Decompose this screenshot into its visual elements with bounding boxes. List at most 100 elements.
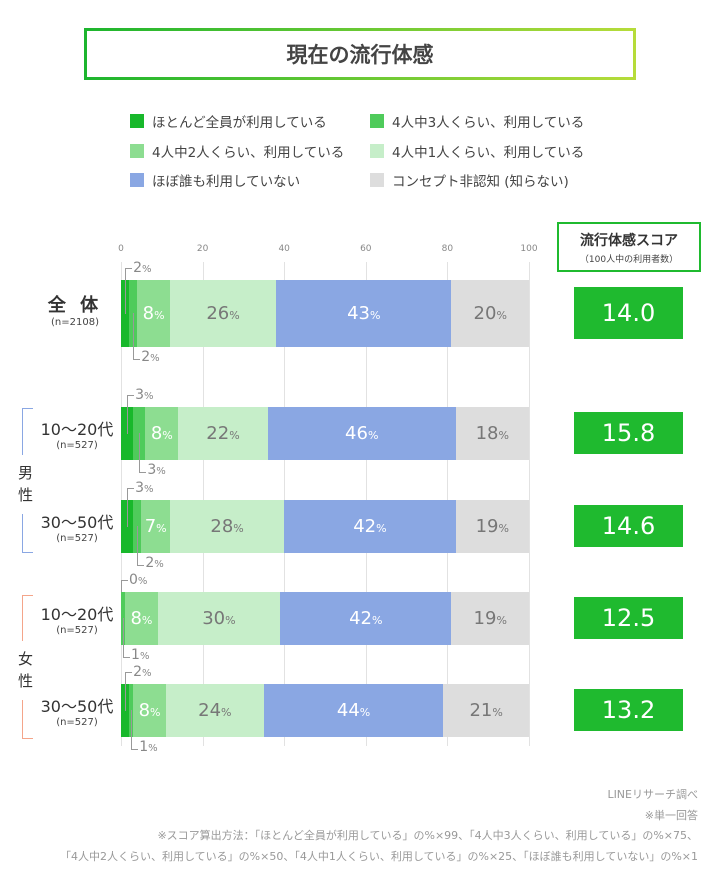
data-label: 2% (133, 259, 152, 276)
data-label: 1% (139, 738, 158, 755)
score-value: 14.6 (574, 505, 683, 547)
data-label: 46% (345, 422, 379, 444)
footnote: 「4人中2人くらい、利用している」の%×50、「4人中1人くらい、利用している」… (60, 849, 698, 863)
x-tick-label: 60 (360, 244, 372, 254)
data-label: 8% (150, 422, 173, 444)
data-label: 7% (144, 515, 167, 537)
legend-swatch (370, 143, 384, 158)
data-label: 44% (336, 699, 371, 721)
bar-segment: 30% (157, 591, 281, 645)
row-n: (n=527) (56, 625, 98, 636)
x-tick-label: 100 (520, 244, 538, 254)
data-label: 0% (129, 571, 148, 588)
x-tick-label: 40 (278, 244, 290, 254)
row-label-text: 30〜50代 (40, 697, 114, 716)
score-header-subtitle: （100人中の利用者数） (579, 255, 679, 265)
data-label: 2% (133, 663, 152, 680)
group-bracket-bottom (22, 514, 33, 553)
group-label: 男性 (18, 462, 34, 506)
legend-item: 4人中3人くらい、利用している (370, 111, 584, 131)
row-label: 10〜20代 (n=527) (22, 601, 132, 636)
legend-swatch (370, 114, 384, 128)
legend-label: 4人中1人くらい、利用している (392, 144, 585, 161)
legend-label: コンセプト非認知 (知らない) (392, 174, 569, 190)
footnote: ※スコア算出方法：「ほとんど全員が利用している」の%×99、「4人中3人くらい、… (157, 829, 698, 842)
footnote: LINEリサーチ調べ (607, 788, 698, 801)
leader-line (133, 313, 141, 360)
bar-segment: 46% (267, 406, 456, 460)
bar-segment: 19% (455, 499, 529, 553)
bar-segment: 42% (284, 499, 456, 553)
group-bracket-top (22, 408, 33, 455)
bar-segment: 20% (451, 279, 529, 347)
legend-swatch (130, 114, 144, 128)
bar-segment (133, 406, 146, 460)
bar-segment: 8% (125, 591, 158, 645)
legend-label: 4人中2人くらい、利用している (152, 144, 345, 161)
bar-segment: 21% (443, 683, 529, 737)
legend-label: ほとんど全員が利用している (152, 115, 327, 131)
row-label-text: 30〜50代 (40, 513, 114, 532)
bar-segment: 24% (165, 683, 264, 737)
row-label: 全 体 (n=2108) (20, 291, 130, 328)
leader-line (123, 618, 131, 658)
data-label: 30% (202, 607, 236, 629)
bar-segment: 26% (169, 279, 277, 347)
legend-swatch (130, 173, 144, 187)
score-header-title: 流行体感スコア (580, 233, 678, 249)
group-bracket-bottom (22, 700, 33, 739)
x-tick-label: 80 (441, 244, 454, 254)
data-label: 3% (147, 461, 166, 478)
data-label: 19% (473, 607, 507, 629)
data-label: 19% (475, 515, 509, 537)
leader-line (125, 267, 133, 314)
score-value: 15.8 (574, 412, 683, 454)
legend-label: 4人中3人くらい、利用している (392, 115, 585, 131)
bar-segment: 43% (276, 279, 452, 347)
bar-segment: 18% (455, 406, 529, 460)
data-label: 26% (206, 302, 240, 324)
leader-line (139, 433, 147, 473)
x-tick-label: 20 (196, 244, 209, 254)
legend-item: 4人中2人くらい、利用している (130, 141, 344, 161)
row-n: (n=527) (56, 440, 98, 451)
leader-line (127, 487, 135, 527)
bar-segment: 8% (145, 406, 179, 460)
data-label: 8% (130, 607, 153, 629)
footnote: ※単一回答 (644, 808, 698, 822)
data-label: 8% (142, 302, 165, 324)
row-label: 30〜50代 (n=527) (22, 693, 132, 728)
data-label: 3% (135, 386, 154, 403)
gridline (529, 262, 530, 746)
leader-line (131, 710, 139, 750)
data-label: 8% (138, 699, 161, 721)
row-label: 10〜20代 (n=527) (22, 416, 132, 451)
row-label-text: 10〜20代 (40, 605, 114, 624)
legend-item: 4人中1人くらい、利用している (370, 141, 584, 161)
data-label: 22% (206, 422, 240, 444)
data-label: 2% (141, 348, 160, 365)
bar-segment: 42% (280, 591, 452, 645)
data-label: 42% (349, 607, 383, 629)
score-value: 14.0 (574, 287, 683, 339)
data-label: 18% (475, 422, 509, 444)
group-bracket-top (22, 595, 33, 641)
chart-title: 現在の流行体感 (84, 28, 636, 80)
leader-line (125, 671, 133, 711)
legend-label: ほぼ誰も利用していない (152, 174, 301, 190)
row-n: (n=2108) (51, 317, 99, 328)
leader-line (127, 394, 135, 434)
bar-segment: 7% (141, 499, 170, 553)
data-label: 2% (145, 554, 164, 571)
score-header: 流行体感スコア （100人中の利用者数） (557, 222, 701, 272)
legend-item: ほぼ誰も利用していない (130, 170, 300, 190)
row-n: (n=527) (56, 533, 98, 544)
bar-segment: 8% (137, 279, 170, 347)
bar-segment: 22% (178, 406, 268, 460)
group-label: 女性 (18, 648, 34, 692)
bar-segment: 44% (263, 683, 444, 737)
data-label: 43% (347, 302, 381, 324)
data-label: 24% (198, 699, 232, 721)
bar-segment: 8% (133, 683, 166, 737)
